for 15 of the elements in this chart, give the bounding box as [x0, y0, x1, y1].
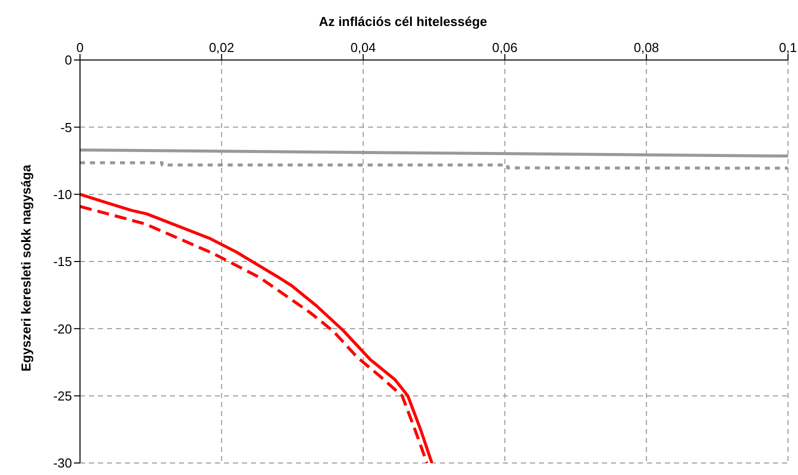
y-tick-label: -5 — [60, 120, 72, 135]
y-tick-label: -25 — [53, 388, 72, 404]
y-tick-label: 0 — [64, 52, 72, 68]
x-tick-label: 0 — [76, 40, 84, 55]
x-tick-label: 0,1 — [778, 40, 798, 55]
y-tick-label: -20 — [53, 321, 72, 336]
x-tick-label: 0,08 — [634, 40, 660, 55]
y-axis-title: Egyszeri keresleti sokk nagysága — [18, 164, 34, 372]
x-tick-label: 0,02 — [208, 40, 234, 55]
x-tick-label: 0,04 — [350, 40, 376, 55]
y-tick-label: -15 — [53, 254, 72, 270]
chart-title: Az inflációs cél hitelessége — [318, 13, 488, 31]
x-tick-label: 0,06 — [492, 40, 518, 55]
y-tick-label: -10 — [53, 186, 72, 202]
y-tick-label: -30 — [53, 456, 72, 471]
